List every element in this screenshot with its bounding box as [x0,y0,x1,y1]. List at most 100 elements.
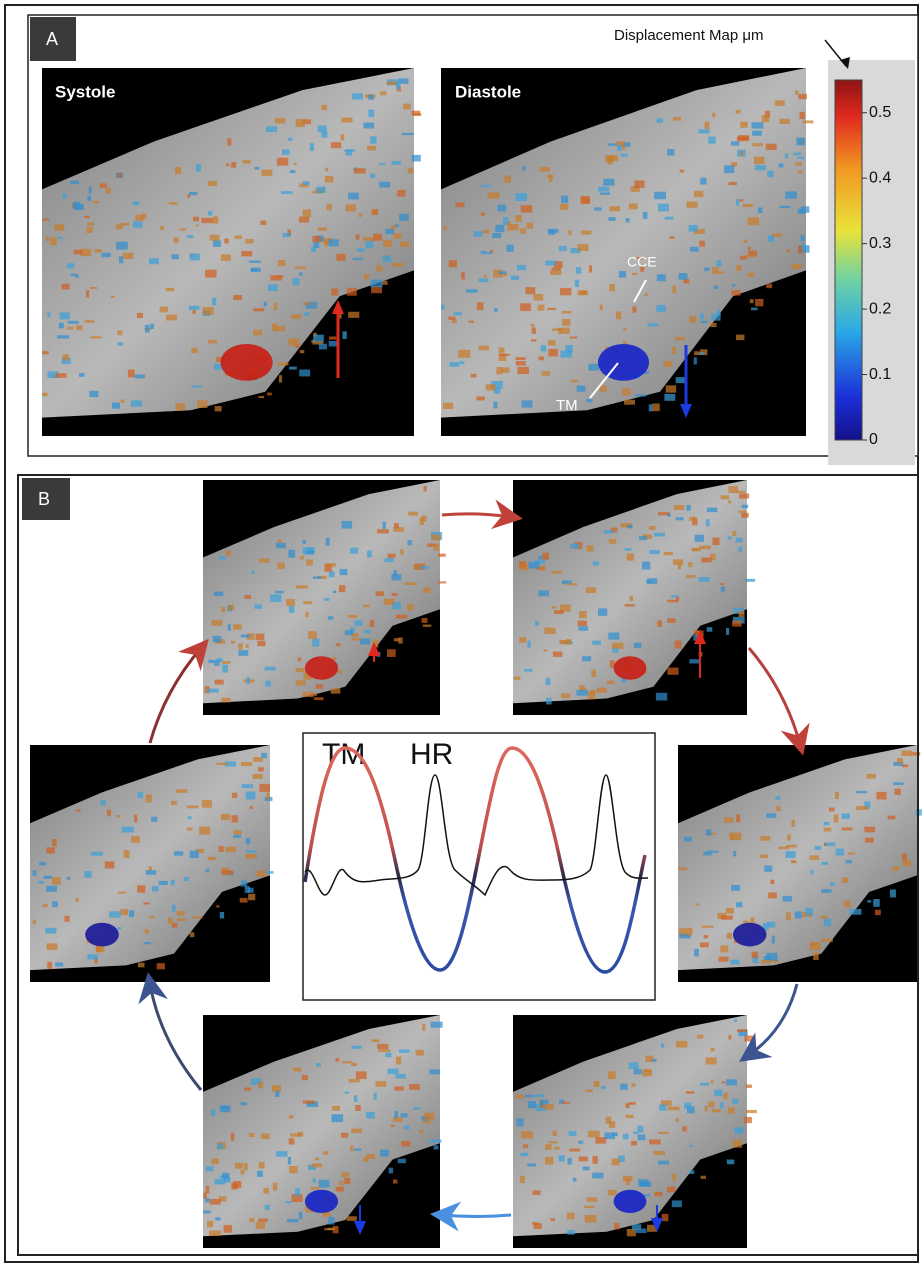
displacement-speckle [515,193,527,201]
displacement-speckle [537,304,545,311]
displacement-speckle [550,1218,556,1222]
displacement-speckle [245,644,249,648]
displacement-speckle [744,1117,752,1124]
displacement-speckle [275,1151,288,1157]
displacement-speckle [618,1155,625,1163]
displacement-speckle [293,1067,302,1072]
displacement-speckle [246,633,255,640]
displacement-speckle [624,399,636,405]
displacement-speckle [192,916,203,919]
displacement-speckle [302,691,314,698]
displacement-speckle [617,144,622,152]
displacement-speckle [411,154,421,162]
displacement-speckle [644,293,648,296]
displacement-speckle [667,667,679,675]
displacement-speckle [720,586,726,592]
displacement-speckle [593,1080,600,1087]
displacement-speckle [254,604,262,609]
displacement-speckle [615,141,625,146]
displacement-speckle [675,596,680,601]
displacement-speckle [705,1057,717,1065]
displacement-speckle [395,614,408,619]
displacement-speckle [779,205,791,208]
displacement-speckle [791,860,797,864]
displacement-speckle [321,104,328,111]
displacement-speckle [316,1063,322,1067]
displacement-speckle [654,1191,663,1197]
displacement-speckle [350,627,355,634]
displacement-speckle [628,1102,636,1105]
displacement-speckle [711,1109,721,1113]
displacement-speckle [244,595,252,599]
displacement-speckle [61,357,71,365]
displacement-speckle [306,1101,319,1107]
displacement-speckle [419,1130,424,1133]
displacement-speckle [227,624,231,631]
displacement-speckle [607,155,618,162]
displacement-speckle [134,814,138,823]
displacement-speckle [735,109,741,114]
displacement-speckle [356,248,365,252]
displacement-speckle [608,217,616,221]
displacement-speckle [354,620,363,627]
displacement-speckle [605,1116,612,1124]
displacement-speckle [731,283,736,287]
displacement-speckle [273,302,277,311]
displacement-speckle [348,311,360,318]
displacement-speckle [84,870,92,878]
displacement-speckle [400,549,404,555]
tm-waveform [303,746,647,974]
displacement-speckle [796,137,806,146]
displacement-speckle [841,877,849,883]
displacement-speckle [397,1158,406,1164]
displacement-speckle [313,332,317,337]
displacement-speckle [623,327,627,332]
displacement-speckle [633,642,642,649]
displacement-speckle [195,848,204,854]
displacement-speckle [611,1158,620,1166]
displacement-speckle [377,529,389,534]
displacement-speckle [609,206,621,212]
displacement-speckle [212,216,219,224]
displacement-speckle [558,327,570,334]
displacement-speckle [242,160,251,164]
displacement-speckle [700,320,708,324]
displacement-speckle [290,1133,301,1137]
displacement-speckle [43,875,53,879]
displacement-speckle [123,850,130,858]
displacement-speckle [246,677,250,685]
displacement-speckle [62,192,67,199]
tissue [513,480,747,704]
displacement-speckle [183,876,190,882]
displacement-speckle [694,351,700,356]
displacement-speckle [470,373,477,378]
cycle-arrow [747,647,810,756]
displacement-speckle [145,794,152,803]
displacement-speckle [214,363,226,370]
displacement-speckle [302,181,310,185]
displacement-speckle [577,244,589,251]
displacement-speckle [581,230,592,235]
displacement-speckle [740,121,748,128]
displacement-speckle [197,400,208,409]
displacement-speckle [394,1110,398,1119]
displacement-speckle [57,236,63,239]
displacement-speckle [550,270,562,275]
displacement-speckle [204,269,217,278]
displacement-speckle [331,288,339,296]
displacement-speckle [351,93,364,100]
displacement-speckle [371,285,383,294]
displacement-speckle [287,1157,292,1165]
displacement-speckle [295,668,305,673]
displacement-speckle [624,604,635,607]
displacement-speckle [664,216,674,220]
displacement-speckle [213,591,224,597]
displacement-speckle [398,637,403,644]
displacement-speckle [764,865,773,872]
displacement-speckle [642,1070,653,1077]
displacement-speckle [299,369,311,377]
displacement-speckle [175,403,186,411]
displacement-speckle [253,757,263,762]
displacement-speckle [214,406,222,412]
displacement-speckle [561,1101,570,1104]
